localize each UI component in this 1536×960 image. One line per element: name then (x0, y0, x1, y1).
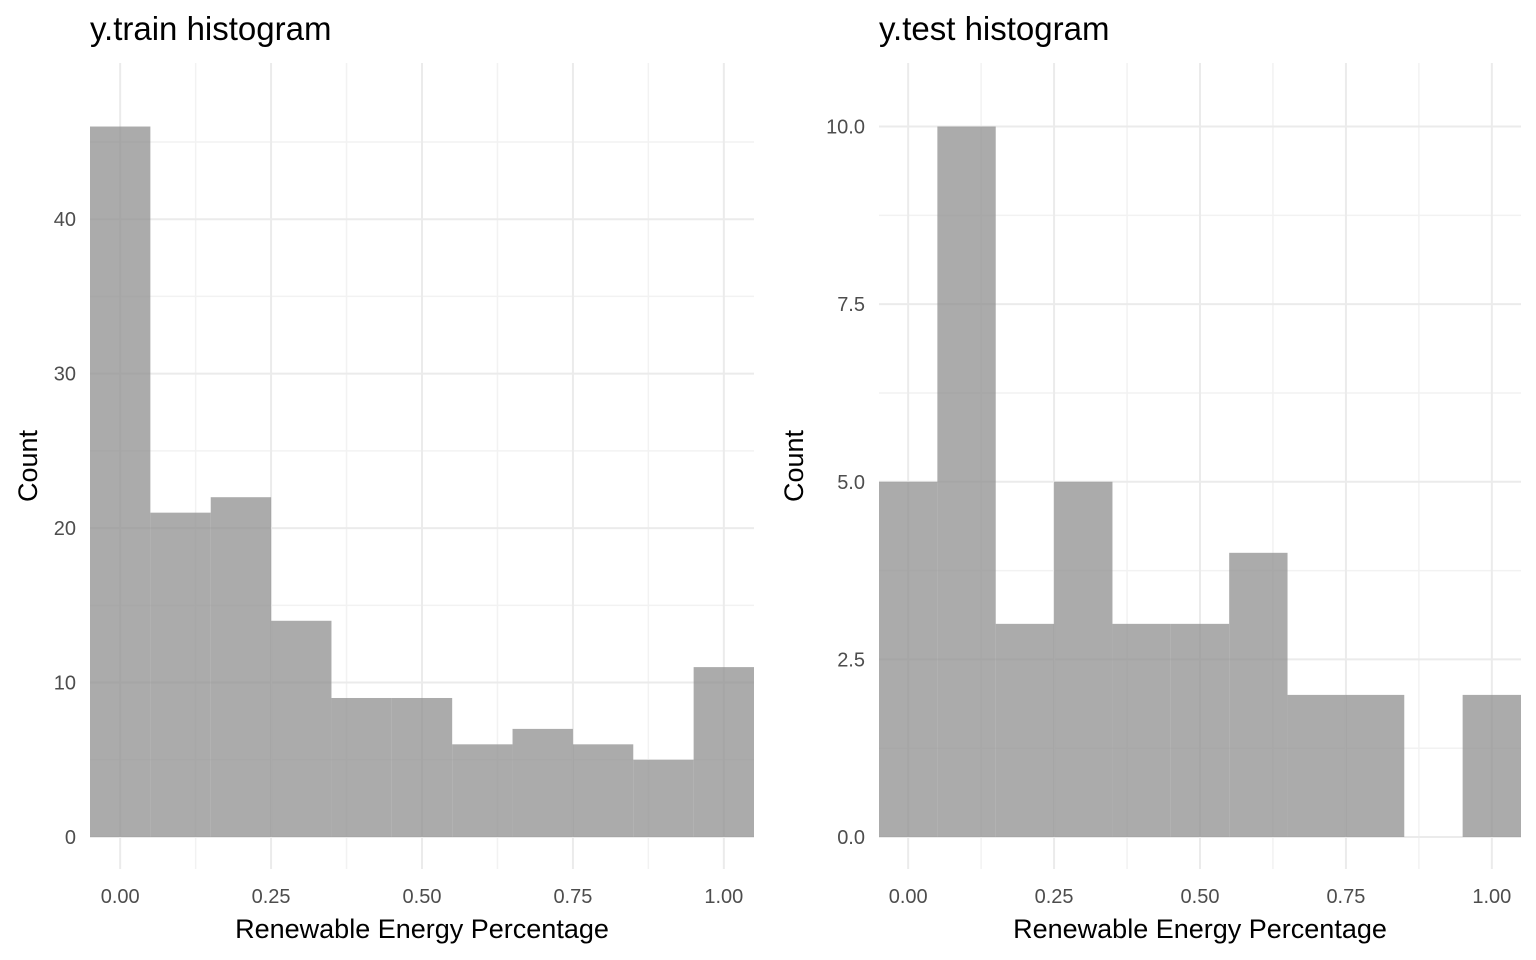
histogram-bar (331, 697, 392, 837)
chart-title: y.test histogram (879, 10, 1109, 47)
x-tick-label: 1.00 (1472, 886, 1511, 908)
x-tick-label: 0.25 (252, 886, 291, 908)
y-tick-label: 10 (54, 673, 76, 695)
y-tick-label: 0.0 (837, 827, 865, 849)
histogram-bar (210, 497, 272, 837)
histogram-bar (150, 512, 211, 837)
x-tick-label: 0.25 (1035, 886, 1074, 908)
histogram-bar (633, 759, 694, 837)
train-histogram-panel: 0.00 0.25 0.50 0.75 1.00 0 10 20 30 40 y.train his… (13, 10, 754, 944)
histogram-bar (693, 667, 754, 837)
y-tick-label: 20 (54, 518, 76, 540)
chart-title: y.train histogram (90, 10, 331, 47)
histogram-bar (1054, 481, 1113, 837)
x-axis-title: Renewable Energy Percentage (1013, 914, 1387, 944)
x-tick-label: 1.00 (704, 886, 743, 908)
histogram-bars (90, 126, 754, 838)
y-axis-title: Count (13, 429, 43, 502)
test-histogram-panel: 0.00 0.25 0.50 0.75 1.00 0.0 2.5 5.0 7.5 10.0 y.te… (779, 10, 1521, 944)
y-tick-label: 7.5 (837, 294, 865, 316)
histogram-bar (391, 697, 453, 837)
histogram-bar (271, 620, 332, 837)
histogram-bar (1462, 694, 1521, 837)
y-tick-label: 30 (54, 364, 76, 386)
histogram-bar (995, 623, 1055, 837)
histogram-bar (90, 126, 151, 838)
histogram-bar (1170, 623, 1230, 837)
histogram-bar (879, 481, 938, 837)
histogram-bars (879, 126, 1521, 838)
y-tick-label: 40 (54, 209, 76, 231)
histogram-bar (1112, 623, 1171, 837)
x-axis-title: Renewable Energy Percentage (235, 914, 609, 944)
x-tick-label: 0.50 (1181, 886, 1220, 908)
y-tick-label: 10.0 (826, 117, 865, 139)
x-tick-label: 0.75 (553, 886, 592, 908)
y-tick-label: 0 (65, 827, 76, 849)
x-tick-label: 0.00 (101, 886, 140, 908)
y-axis-title: Count (779, 429, 809, 502)
histogram-bar (1229, 552, 1288, 837)
y-tick-label: 5.0 (837, 472, 865, 494)
x-tick-label: 0.00 (889, 886, 928, 908)
histogram-bar (937, 126, 996, 838)
histogram-bar (452, 744, 513, 837)
histogram-bar (1287, 694, 1346, 837)
histogram-bar (572, 744, 634, 837)
x-tick-label: 0.75 (1326, 886, 1365, 908)
histogram-bar (1345, 694, 1405, 837)
histogram-bar (512, 728, 573, 837)
y-tick-label: 2.5 (837, 649, 865, 671)
x-tick-label: 0.50 (403, 886, 442, 908)
